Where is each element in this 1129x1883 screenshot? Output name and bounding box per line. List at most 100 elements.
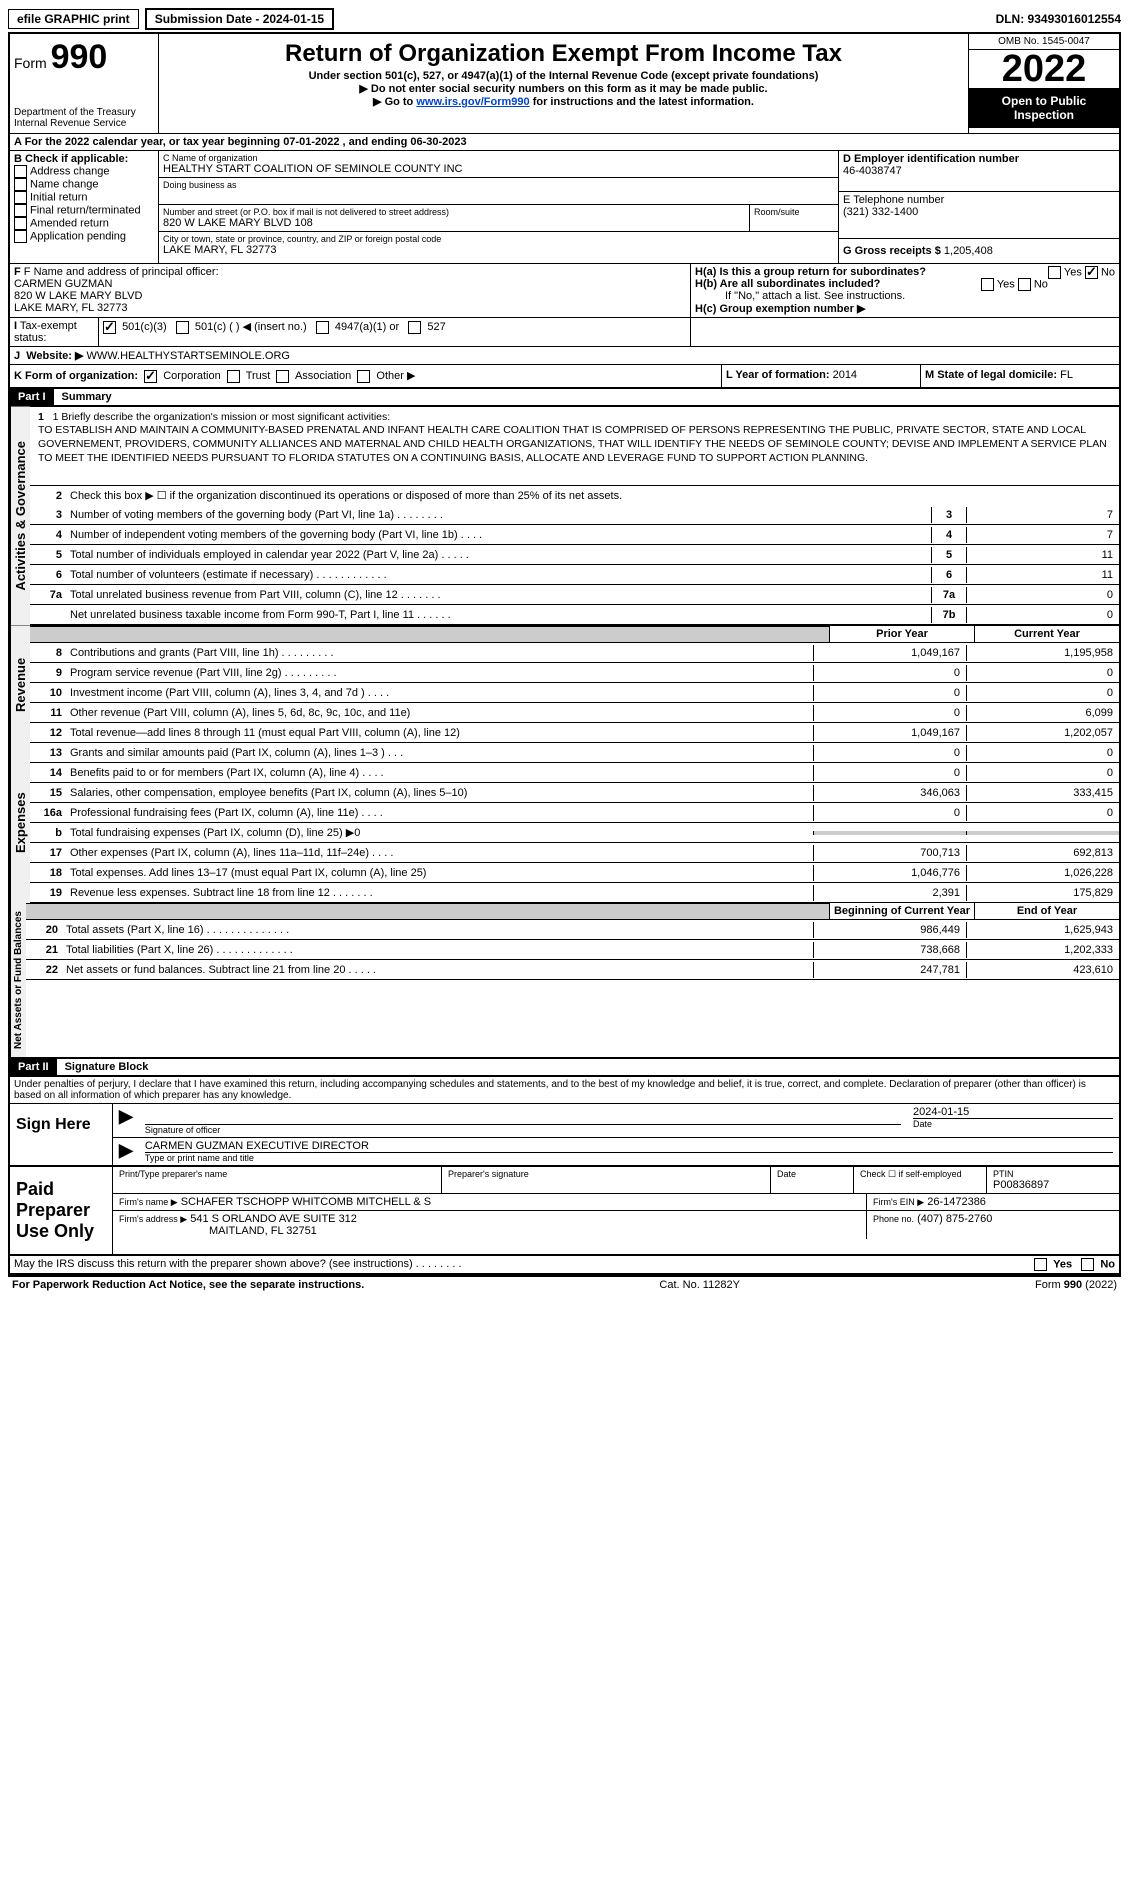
firm-phone: (407) 875-2760	[917, 1213, 992, 1225]
k-assoc[interactable]	[276, 370, 289, 383]
date-label: Date	[913, 1118, 1113, 1129]
efile-button[interactable]: efile GRAPHIC print	[8, 9, 139, 29]
checkbox-initial[interactable]	[14, 191, 27, 204]
ha-yes[interactable]	[1048, 266, 1061, 279]
hb-yes[interactable]	[981, 278, 994, 291]
officer-addr2: LAKE MARY, FL 32773	[14, 302, 686, 314]
checkbox-amended[interactable]	[14, 217, 27, 230]
tax-4947[interactable]	[316, 321, 329, 334]
end-year-header: End of Year	[974, 903, 1119, 919]
discuss-no[interactable]	[1081, 1258, 1094, 1271]
current-year-header: Current Year	[974, 626, 1119, 642]
gov-line: Number of voting members of the governin…	[66, 507, 931, 523]
prior-val: 0	[813, 705, 966, 721]
current-val: 0	[966, 745, 1119, 761]
gov-value: 7	[967, 507, 1119, 523]
year-formation: L Year of formation: 2014	[722, 365, 921, 387]
website: J Website: ▶ WWW.HEALTHYSTARTSEMINOLE.OR…	[10, 347, 1119, 364]
gov-line: Total unrelated business revenue from Pa…	[66, 587, 931, 603]
checkbox-app[interactable]	[14, 230, 27, 243]
prior-val: 0	[813, 745, 966, 761]
current-val: 0	[966, 805, 1119, 821]
current-val: 0	[966, 765, 1119, 781]
line-desc: Professional fundraising fees (Part IX, …	[66, 805, 813, 821]
line-desc: Net assets or fund balances. Subtract li…	[62, 962, 813, 978]
checkbox-name[interactable]	[14, 178, 27, 191]
firm-addr1: 541 S ORLANDO AVE SUITE 312	[190, 1213, 357, 1225]
part1-title: Summary	[54, 389, 120, 405]
footer-left: For Paperwork Reduction Act Notice, see …	[12, 1279, 364, 1291]
dln: DLN: 93493016012554	[996, 12, 1121, 26]
k-other[interactable]	[357, 370, 370, 383]
gov-value: 7	[967, 527, 1119, 543]
checkbox-final[interactable]	[14, 204, 27, 217]
irs-link[interactable]: www.irs.gov/Form990	[416, 96, 529, 108]
officer-label: F F Name and address of principal office…	[14, 266, 686, 278]
gov-value: 11	[967, 567, 1119, 583]
group-exemption: H(c) Group exemption number ▶	[695, 302, 1115, 315]
discuss-yes[interactable]	[1034, 1258, 1047, 1271]
officer-addr1: 820 W LAKE MARY BLVD	[14, 290, 686, 302]
form-id-block: Form 990 Department of the Treasury Inte…	[10, 34, 159, 133]
current-val: 175,829	[966, 885, 1119, 901]
prior-val: 1,049,167	[813, 725, 966, 741]
part1-header: Part I	[10, 389, 54, 405]
subordinates: H(b) Are all subordinates included? Yes …	[695, 278, 1115, 290]
hc-note: If "No," attach a list. See instructions…	[695, 290, 1115, 302]
org-city: LAKE MARY, FL 32773	[163, 244, 834, 256]
current-val	[966, 831, 1119, 835]
prior-val	[813, 831, 966, 835]
ha-no[interactable]	[1085, 266, 1098, 279]
title-block: Return of Organization Exempt From Incom…	[159, 34, 968, 133]
state-domicile: M State of legal domicile: FL	[921, 365, 1119, 387]
gov-line: Total number of individuals employed in …	[66, 547, 931, 563]
line-desc: Other revenue (Part VIII, column (A), li…	[66, 705, 813, 721]
gov-line: Total number of volunteers (estimate if …	[66, 567, 931, 583]
prior-val: 0	[813, 805, 966, 821]
addr-label: Number and street (or P.O. box if mail i…	[163, 207, 745, 217]
checkbox-addr[interactable]	[14, 165, 27, 178]
gov-value: 0	[967, 587, 1119, 603]
prior-val: 0	[813, 665, 966, 681]
tax-501c3[interactable]	[103, 321, 116, 334]
right-info: D Employer identification number 46-4038…	[838, 151, 1119, 263]
phone: (321) 332-1400	[843, 206, 1115, 218]
penalties-text: Under penalties of perjury, I declare th…	[8, 1077, 1121, 1103]
k-corp[interactable]	[144, 370, 157, 383]
prior-val: 986,449	[813, 922, 966, 938]
tax-501c[interactable]	[176, 321, 189, 334]
firm-addr2: MAITLAND, FL 32751	[119, 1225, 317, 1237]
room-label: Room/suite	[754, 207, 834, 217]
begin-year-header: Beginning of Current Year	[829, 903, 974, 919]
name-label: Type or print name and title	[145, 1152, 1113, 1163]
group-return: H(a) Is this a group return for subordin…	[695, 266, 1115, 278]
officer-name: CARMEN GUZMAN	[14, 278, 686, 290]
part2-title: Signature Block	[57, 1059, 157, 1075]
prior-val: 700,713	[813, 845, 966, 861]
ptin: P00836897	[993, 1179, 1113, 1191]
page-title: Return of Organization Exempt From Incom…	[163, 40, 964, 68]
side-expenses: Expenses	[10, 743, 30, 903]
org-name-label: C Name of organization	[163, 153, 834, 163]
sig-officer-label: Signature of officer	[145, 1124, 901, 1135]
line-desc: Investment income (Part VIII, column (A)…	[66, 685, 813, 701]
submission-date: Submission Date - 2024-01-15	[145, 8, 334, 30]
firm-name: SCHAFER TSCHOPP WHITCOMB MITCHELL & S	[181, 1196, 431, 1208]
dba-label: Doing business as	[163, 180, 834, 190]
mission-intro: 1 1 Briefly describe the organization's …	[38, 411, 1111, 425]
side-revenue: Revenue	[10, 626, 30, 743]
org-name: HEALTHY START COALITION OF SEMINOLE COUN…	[163, 163, 834, 175]
k-trust[interactable]	[227, 370, 240, 383]
city-label: City or town, state or province, country…	[163, 234, 834, 244]
ein: 46-4038747	[843, 165, 1115, 177]
paid-preparer: Paid Preparer Use Only	[10, 1167, 113, 1254]
arrow-icon: ▶	[113, 1104, 139, 1137]
gross-receipts: 1,205,408	[944, 245, 993, 257]
current-val: 1,202,333	[966, 942, 1119, 958]
hb-no[interactable]	[1018, 278, 1031, 291]
org-address: 820 W LAKE MARY BLVD 108	[163, 217, 745, 229]
tax-527[interactable]	[408, 321, 421, 334]
gov-line: Net unrelated business taxable income fr…	[66, 607, 931, 623]
footer-center: Cat. No. 11282Y	[659, 1279, 740, 1291]
tax-year-line: A For the 2022 calendar year, or tax yea…	[8, 134, 1121, 151]
